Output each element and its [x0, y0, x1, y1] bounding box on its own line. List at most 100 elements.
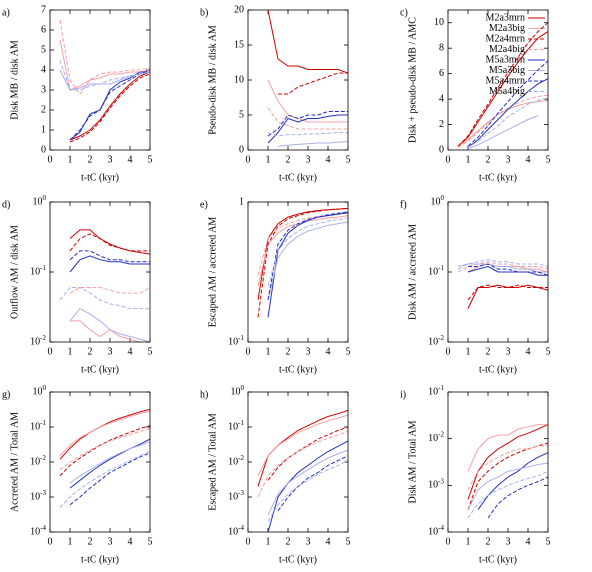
series-line: [267, 111, 348, 137]
legend-label: M2a4mrn: [486, 33, 525, 44]
x-tick-label: 1: [68, 346, 73, 357]
y-tick-label: 0: [439, 144, 444, 155]
x-axis-label: t-tC (kyr): [279, 554, 317, 565]
y-tick-label: 7: [41, 4, 46, 15]
series-line: [277, 455, 348, 512]
x-tick-label: 4: [128, 536, 133, 547]
x-tick-label: 5: [546, 536, 551, 547]
series-line: [467, 462, 548, 510]
y-tick-label: 10-2: [30, 334, 46, 348]
y-tick-label: 1: [41, 124, 46, 135]
plot-frame: [49, 201, 151, 343]
plot-frame: [447, 201, 549, 343]
panel-label: h): [200, 389, 208, 400]
y-tick-label: 100: [33, 194, 47, 208]
y-axis-label: Accreted AM / Total AM: [9, 412, 20, 512]
legend-label: M2a3mrn: [486, 12, 525, 23]
panel-label: f): [400, 199, 407, 210]
y-tick-label: 10-2: [228, 454, 244, 468]
legend-label: M2a3big: [489, 23, 525, 34]
y-tick-label: 10-4: [428, 524, 444, 538]
x-tick-label: 3: [506, 536, 511, 547]
legend-label: M2a4big: [489, 44, 525, 55]
y-axis-label: Escaped AM / Total AM: [207, 413, 218, 511]
x-tick-label: 5: [346, 536, 351, 547]
x-tick-label: 2: [88, 536, 93, 547]
plot-frame: [247, 9, 349, 151]
series-line: [457, 94, 548, 148]
series-line: [457, 22, 548, 147]
series-line: [69, 452, 150, 506]
y-axis-label: Pseudo-disk MB / disk AM: [207, 25, 218, 135]
x-axis-label: t-tC (kyr): [81, 172, 119, 183]
x-tick-label: 1: [466, 346, 471, 357]
legend-label: M5a3big: [489, 65, 525, 76]
series-line: [69, 73, 150, 143]
x-tick-label: 0: [446, 536, 451, 547]
y-axis-label: Outflow AM / disk AM: [9, 225, 20, 319]
series-line: [69, 250, 150, 263]
x-tick-label: 2: [286, 346, 291, 357]
x-tick-label: 1: [266, 536, 271, 547]
y-tick-label: 10-1: [228, 419, 244, 433]
series-line: [59, 287, 150, 310]
x-tick-label: 2: [486, 154, 491, 165]
y-tick-label: 4: [439, 93, 444, 104]
series-line: [69, 71, 150, 141]
x-tick-label: 2: [286, 536, 291, 547]
x-tick-label: 3: [506, 154, 511, 165]
y-tick-label: 0: [41, 144, 46, 155]
x-tick-label: 4: [128, 154, 133, 165]
series-line: [59, 59, 150, 91]
series-line: [467, 284, 548, 301]
x-axis-label: t-tC (kyr): [81, 364, 119, 375]
series-line: [467, 424, 548, 500]
y-tick-label: 2: [439, 119, 444, 130]
x-tick-label: 0: [246, 346, 251, 357]
y-tick-label: 10-2: [428, 430, 444, 444]
panel-label: e): [200, 199, 208, 210]
x-tick-label: 2: [88, 154, 93, 165]
x-axis-label: t-tC (kyr): [279, 364, 317, 375]
series-line: [267, 217, 348, 287]
series-line: [467, 424, 548, 472]
series-line: [59, 410, 150, 457]
y-tick-label: 8: [439, 42, 444, 53]
y-tick-label: 0: [239, 144, 244, 155]
x-tick-label: 0: [246, 536, 251, 547]
y-tick-label: 10-3: [228, 489, 244, 503]
x-tick-label: 0: [48, 346, 53, 357]
series-line: [267, 211, 348, 300]
x-tick-label: 5: [148, 346, 153, 357]
y-tick-label: 10-1: [428, 384, 444, 398]
x-axis-label: t-tC (kyr): [279, 172, 317, 183]
x-axis-label: t-tC (kyr): [479, 554, 517, 565]
y-tick-label: 10-3: [30, 489, 46, 503]
series-line: [457, 99, 548, 147]
series-line: [69, 441, 150, 484]
y-tick-label: 10-3: [428, 477, 444, 491]
series-line: [59, 451, 150, 508]
plot-frame: [49, 9, 151, 151]
x-tick-label: 5: [546, 346, 551, 357]
y-tick-label: 20: [234, 4, 244, 15]
x-tick-label: 0: [446, 346, 451, 357]
y-axis-label: Disk AM / accreted AM: [407, 224, 418, 320]
y-axis-label: Disk AM / Total AM: [407, 420, 418, 503]
plot-frame: [49, 391, 151, 533]
series-line: [477, 452, 548, 510]
x-tick-label: 4: [326, 536, 331, 547]
series-line: [257, 215, 348, 287]
series-line: [257, 430, 348, 498]
panel-label: b): [200, 7, 208, 18]
x-axis-label: t-tC (kyr): [479, 364, 517, 375]
series-line: [257, 207, 348, 318]
series-line: [267, 79, 348, 123]
plot-frame: [247, 391, 349, 533]
y-tick-label: 100: [231, 384, 245, 398]
legend-label: M5a4mrn: [486, 75, 525, 86]
series-line: [467, 284, 548, 309]
x-tick-label: 4: [526, 346, 531, 357]
series-line: [467, 445, 548, 491]
x-tick-label: 5: [148, 154, 153, 165]
